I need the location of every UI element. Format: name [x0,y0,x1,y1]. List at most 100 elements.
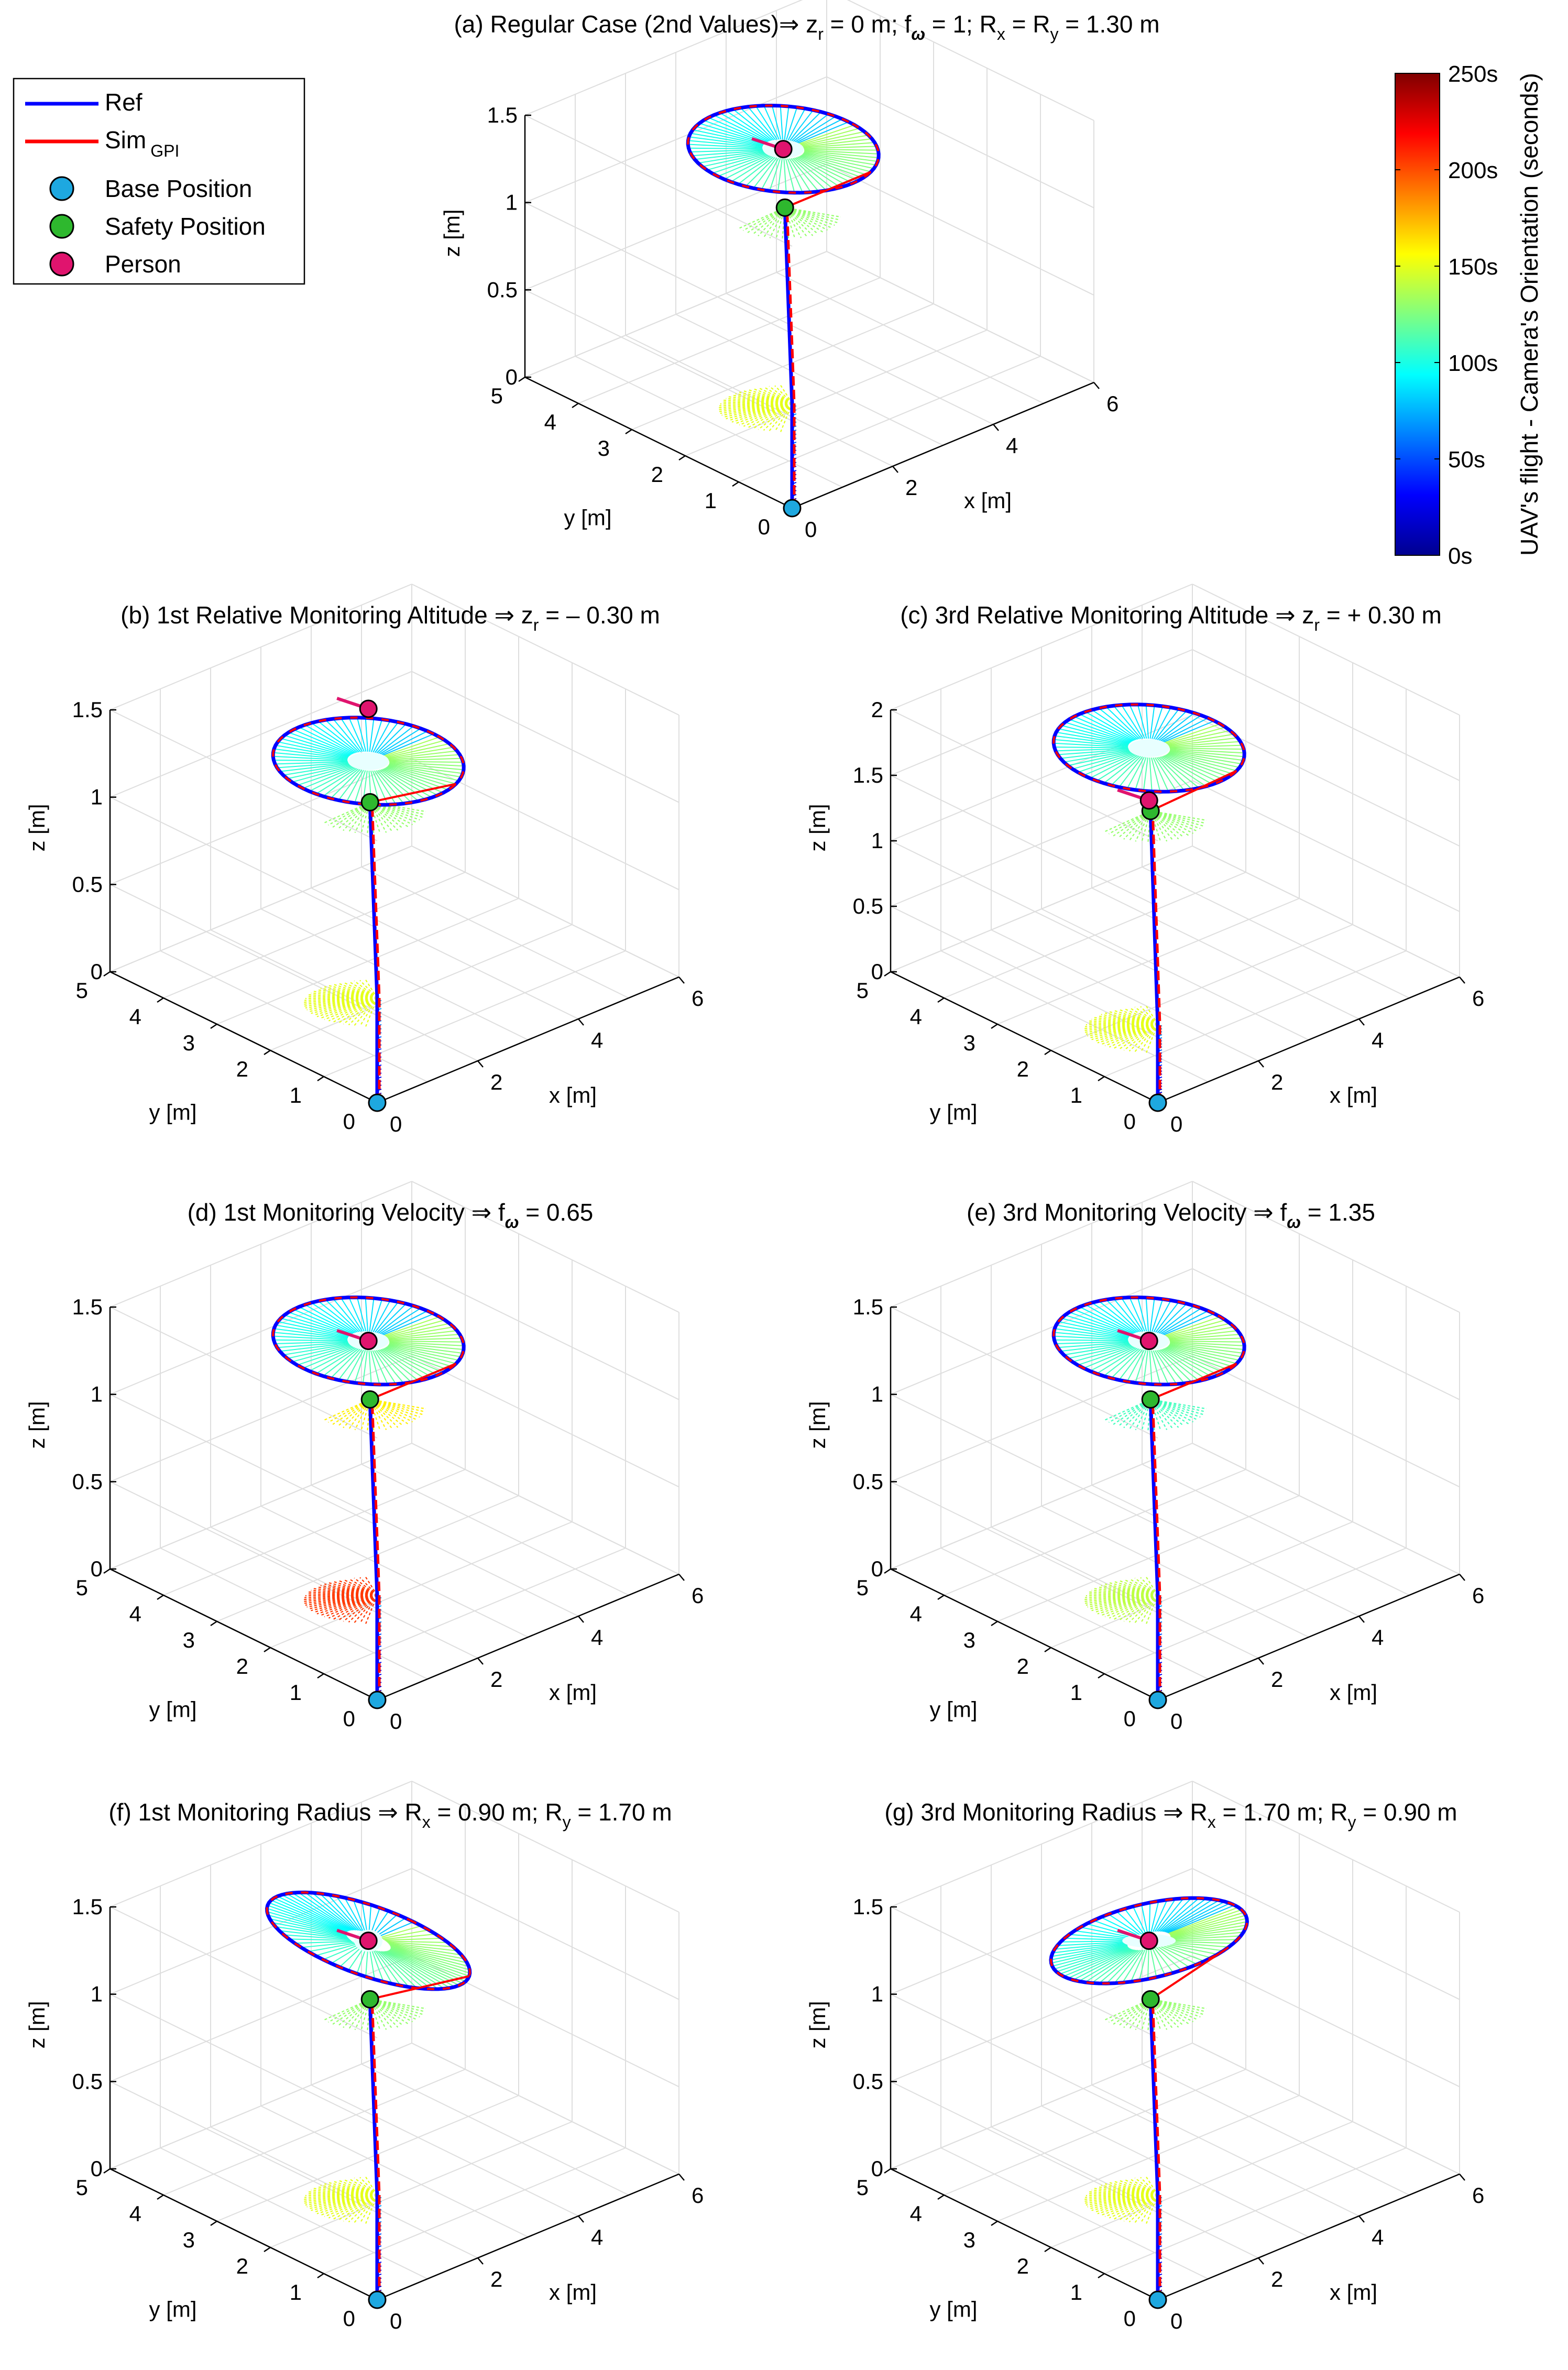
panel-title-text: = 0.90 m [1356,1798,1457,1826]
orientation-spoke [376,1303,407,1333]
x-axis-line [792,381,1094,509]
panel-title-text: (g) 3rd Monitoring Radius ⇒ R [884,1798,1207,1826]
orientation-spoke [1080,1926,1134,1938]
grid-line-back-z [890,846,1193,972]
loiter-arrow [324,986,378,999]
loiter-arrow [1113,1024,1158,1049]
safety-position-marker [1141,1390,1160,1409]
grid-line-floor-y [216,1495,519,1622]
grid-line-floor-x [361,1464,629,1596]
grid-line-floor-x [776,272,1044,404]
panel-title-text: = + 0.30 m [1320,601,1442,629]
loiter-arrow [785,207,841,218]
orientation-spoke [297,766,353,786]
x-tick-label: 4 [591,2225,603,2250]
orientation-spoke [718,155,770,177]
orientation-spoke [381,1310,428,1335]
loiter-arrow [333,1595,378,1620]
grid-line-left-z [890,1906,1158,2038]
grid-line-floor-x [991,929,1259,1061]
sim-path [1151,1399,1161,1700]
loiter-arrow [784,207,835,226]
x-tick-label: 0 [1170,2309,1182,2333]
y-axis-label: y [m] [930,2297,978,2322]
loiter-arrow [739,207,785,229]
orientation-spoke [278,741,349,758]
loiter-arrow [1150,1399,1207,1410]
orientation-spoke [753,157,777,189]
ref-path [368,802,379,1103]
orientation-spoke [1079,1306,1134,1334]
orientation-spoke [738,156,774,185]
sim-transition [369,1363,457,1401]
orientation-spoke [1158,756,1192,790]
orientation-spoke [1150,1948,1157,1978]
grid-line-right-z [1192,584,1460,716]
loiter-arrow [328,2182,378,2196]
orientation-spoke [1058,728,1130,744]
x-tick-label: 0 [390,2309,402,2333]
safety-position-marker [360,1390,379,1409]
x-tick [1258,2257,1264,2265]
orientation-spoke [315,767,357,795]
legend-person-label: Person [105,250,181,278]
orientation-spoke [1169,1935,1241,1940]
orientation-spoke [386,1323,450,1338]
orientation-spoke [1161,1945,1205,1962]
grid [109,1181,679,1700]
orientation-spoke [332,718,361,752]
orientation-spoke [787,108,806,141]
sim-transition [369,1975,470,2001]
loiter-arrow [1140,2195,1158,2224]
z-tick-label: 0 [871,1556,883,1581]
orientation-spoke [1167,1346,1233,1367]
orientation-spoke [745,157,776,187]
orientation-spoke [277,1895,349,1932]
y-tick-label: 3 [183,1030,195,1055]
loiter-arrow [365,2176,378,2196]
loiter-arrow [1150,1399,1194,1423]
y-tick [884,2168,891,2174]
loiter-arrow [324,1399,370,1421]
orientation-spoke [1157,710,1187,741]
orientation-spoke [1166,1346,1229,1370]
loiter-arrow [324,1583,378,1596]
trajectory [1049,1896,1249,2309]
loiter-arrow [354,997,378,1026]
loiter-arrow [369,1399,420,1418]
colorbar-tick-label: 150s [1448,254,1498,280]
grid-line-back-z [890,1781,1193,1907]
loiter-arrow [784,207,828,231]
orientation-spoke [804,146,877,149]
loiter-arrow [369,1999,409,2025]
orientation-spoke [1073,1309,1133,1335]
orientation-spoke [389,1343,463,1354]
orientation-spoke [791,158,819,192]
orientation-spoke [1165,1901,1225,1933]
orientation-spoke [1060,750,1130,759]
orientation-spoke [1149,1350,1153,1385]
y-tick-label: 1 [705,488,717,513]
orientation-spoke [273,1339,348,1342]
loiter-arrow [359,997,378,1027]
loiter-arrow [1109,1595,1158,1619]
orientation-spoke [1159,1897,1200,1932]
orientation-spoke [1169,1337,1243,1341]
orientation-spoke [1163,1944,1212,1959]
orientation-spoke [277,762,348,769]
loiter-arrow [328,997,378,1022]
orientation-spoke [803,138,872,148]
safety-position-marker [360,793,379,811]
colorbar-ticks: 0s 50s 100s 150s 200s 250s [1395,61,1498,569]
orientation-spoke [804,149,879,151]
orientation-spoke [1126,1349,1145,1382]
loiter-arrow [348,997,378,1026]
orientation-spoke [382,1348,432,1378]
orientation-spoke [371,1949,384,1982]
loiter-arrow [369,802,413,826]
loiter-arrow [1150,1399,1189,1425]
orientation-spoke [1158,1305,1195,1334]
loiter-arrow [1134,2195,1158,2223]
loiter-arrow [1128,2195,1158,2223]
orientation-spoke [1158,712,1195,741]
